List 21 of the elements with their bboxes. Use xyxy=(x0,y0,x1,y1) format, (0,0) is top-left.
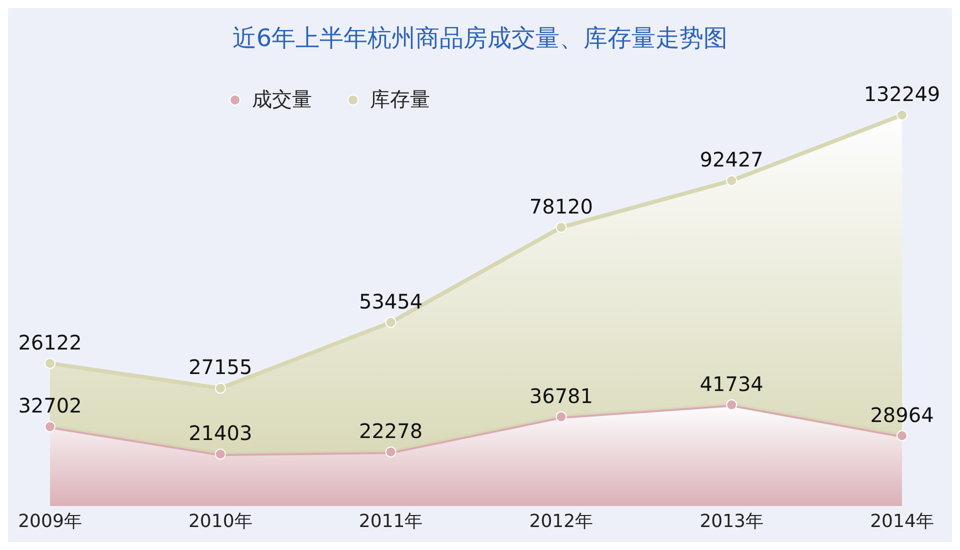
data-label: 92427 xyxy=(700,148,764,172)
chart-title: 近6年上半年杭州商品房成交量、库存量走势图 xyxy=(231,23,729,54)
data-label: 32702 xyxy=(18,394,82,418)
data-label: 132249 xyxy=(864,82,940,106)
x-tick-label: 2011年 xyxy=(358,510,423,532)
x-tick-label: 2014年 xyxy=(870,510,934,532)
data-label: 36781 xyxy=(529,384,594,408)
x-tick-label: 2009年 xyxy=(18,510,82,532)
legend-label: 成交量 xyxy=(252,86,312,113)
x-tick-label: 2012年 xyxy=(529,510,594,532)
data-label: 78120 xyxy=(529,194,594,218)
data-label: 21403 xyxy=(188,421,252,446)
data-label: 28964 xyxy=(870,402,934,427)
x-tick-label: 2013年 xyxy=(700,510,764,532)
data-label: 26122 xyxy=(18,330,82,354)
legend-label: 库存量 xyxy=(370,86,430,113)
data-label: 41734 xyxy=(700,372,764,396)
data-label: 22278 xyxy=(358,418,423,443)
data-label: 27155 xyxy=(188,355,252,380)
data-label: 53454 xyxy=(358,289,423,314)
x-tick-label: 2010年 xyxy=(188,510,252,532)
